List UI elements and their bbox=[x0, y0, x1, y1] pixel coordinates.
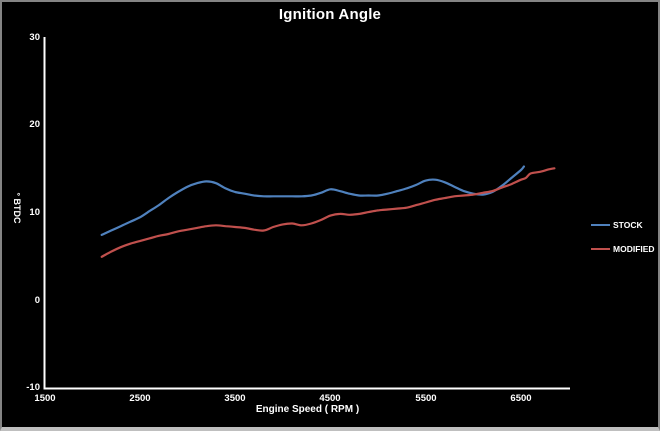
x-tick-label: 3500 bbox=[224, 393, 246, 404]
y-tick-label: -10 bbox=[26, 382, 40, 393]
y-tick-label: 10 bbox=[29, 207, 40, 218]
x-tick-label: 4500 bbox=[319, 393, 341, 404]
x-axis-title: Engine Speed ( RPM ) bbox=[255, 404, 360, 415]
series-line-modified bbox=[100, 167, 556, 258]
series-line-stock bbox=[100, 165, 525, 236]
legend-label-stock: STOCK bbox=[613, 220, 643, 230]
y-tick-label: 20 bbox=[29, 119, 40, 130]
chart-title: Ignition Angle bbox=[278, 6, 382, 23]
y-axis-title: ° BTDC bbox=[12, 192, 22, 224]
y-tick-label: 30 bbox=[29, 32, 40, 43]
legend-label-modified: MODIFIED bbox=[613, 244, 655, 254]
x-tick-label: 2500 bbox=[129, 393, 151, 404]
x-tick-label: 5500 bbox=[415, 393, 437, 404]
legend-swatch-stock bbox=[591, 224, 610, 226]
x-tick-label: 6500 bbox=[510, 393, 532, 404]
legend-item-modified: MODIFIED bbox=[591, 243, 655, 255]
x-tick-label: 1500 bbox=[34, 393, 56, 404]
legend: STOCK MODIFIED bbox=[591, 219, 655, 267]
legend-item-stock: STOCK bbox=[591, 219, 655, 231]
legend-swatch-modified bbox=[591, 248, 610, 250]
y-tick-label: 0 bbox=[34, 295, 40, 306]
